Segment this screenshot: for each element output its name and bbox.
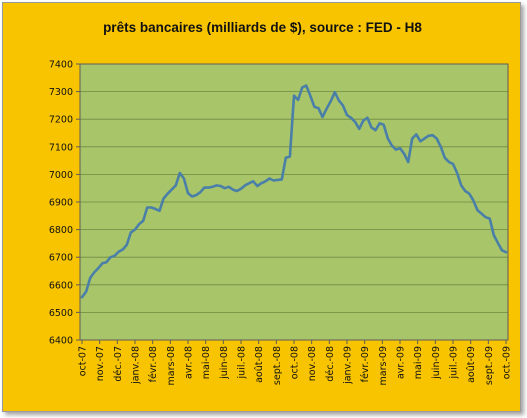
x-tick-label: nov.-08 bbox=[307, 346, 318, 381]
chart-title: prêts bancaires (milliards de $), source… bbox=[103, 20, 422, 35]
y-tick-label: 6500 bbox=[49, 308, 73, 319]
x-tick-label: mai-09 bbox=[413, 346, 424, 379]
x-tick-label: sept.-08 bbox=[272, 346, 283, 385]
x-tick-label: juil.-08 bbox=[237, 346, 248, 379]
x-tick-label: mai-08 bbox=[201, 346, 212, 379]
x-tick-label: avr.-09 bbox=[396, 346, 407, 379]
x-tick-label: août-09 bbox=[466, 346, 477, 383]
x-tick-label: févr.-08 bbox=[148, 346, 159, 382]
x-tick-label: févr.-09 bbox=[360, 346, 371, 382]
plot-border bbox=[79, 63, 509, 341]
x-tick-label: nov.-07 bbox=[95, 346, 106, 381]
x-tick-label: déc.-08 bbox=[325, 346, 336, 382]
x-tick-label: mars-09 bbox=[378, 346, 389, 385]
x-tick-label: oct.-09 bbox=[502, 346, 513, 379]
y-tick-label: 7200 bbox=[49, 115, 73, 126]
y-tick-label: 6600 bbox=[49, 280, 73, 291]
y-tick-label: 6700 bbox=[49, 253, 73, 264]
y-tick-label: 6400 bbox=[49, 336, 73, 347]
x-tick-label: avr.-08 bbox=[184, 346, 195, 379]
x-tick-label: mars-08 bbox=[166, 346, 177, 385]
y-tick-label: 7000 bbox=[49, 170, 73, 181]
x-tick-label: juil.-09 bbox=[449, 346, 460, 379]
x-tick-label: juin-08 bbox=[219, 346, 230, 380]
y-tick-label: 7300 bbox=[49, 87, 73, 98]
x-tick-label: janv.-09 bbox=[343, 346, 354, 385]
y-tick-label: 7400 bbox=[49, 60, 73, 71]
x-tick-label: sept.-09 bbox=[484, 346, 495, 385]
y-tick-label: 6800 bbox=[49, 225, 73, 236]
x-tick-label: déc.-07 bbox=[113, 346, 124, 382]
x-tick-label: août-08 bbox=[254, 346, 265, 383]
x-tick-label: oct-07 bbox=[78, 346, 89, 376]
y-tick-label: 7100 bbox=[49, 142, 73, 153]
x-tick-label: janv.-08 bbox=[131, 346, 142, 385]
y-tick-label: 6900 bbox=[49, 198, 73, 209]
x-tick-label: oct.-08 bbox=[290, 346, 301, 379]
series-line bbox=[80, 84, 508, 299]
x-tick-label: juin-09 bbox=[431, 346, 442, 380]
